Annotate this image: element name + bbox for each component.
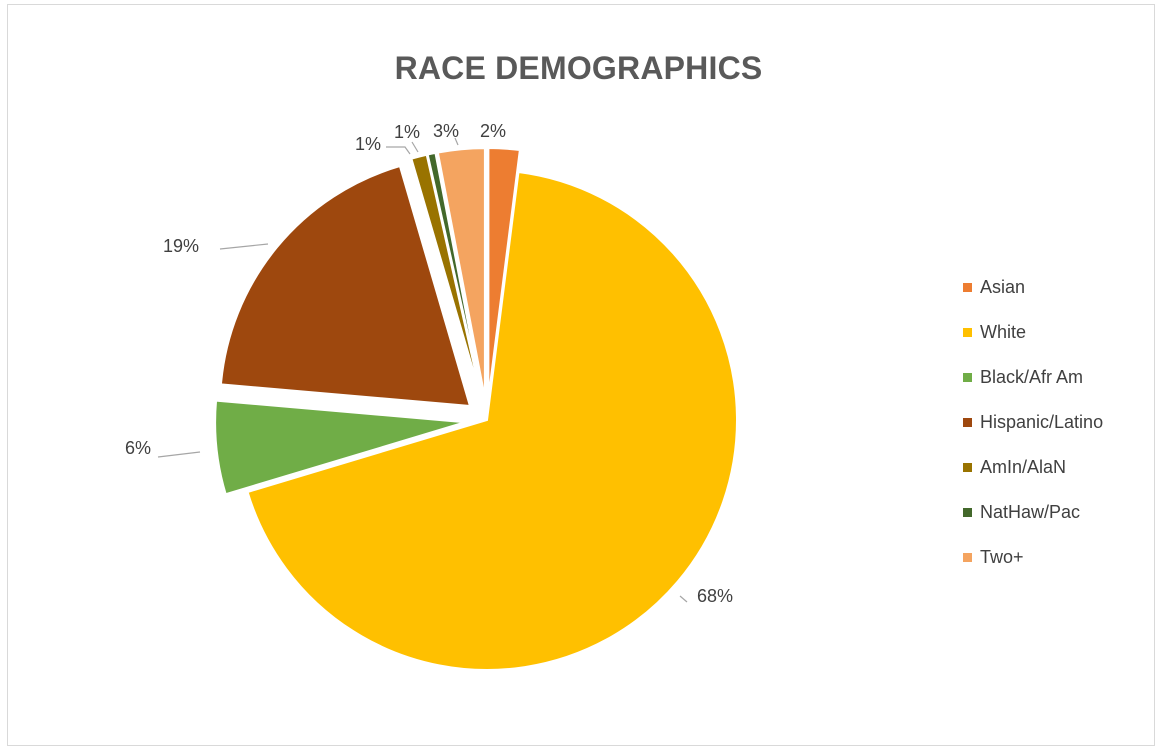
pie-slice-amin-alan <box>410 153 483 399</box>
legend-label: Two+ <box>980 547 1024 567</box>
legend-item-black-afr-am: Black/Afr Am <box>963 355 1103 400</box>
leader-line-amin-alan <box>386 146 411 155</box>
data-label-nathaw-pac: 1% <box>394 122 420 142</box>
legend-swatch <box>963 553 972 562</box>
legend-label: NatHaw/Pac <box>980 502 1081 522</box>
legend-swatch <box>963 418 972 427</box>
pie-slice-nathaw-pac <box>426 151 484 399</box>
leader-line-hispanic-latino <box>219 243 269 250</box>
legend-item-asian: Asian <box>963 265 1103 310</box>
pie-slice-two <box>436 147 486 399</box>
legend-label: Hispanic/Latino <box>980 412 1104 432</box>
legend-item-white: White <box>963 310 1103 355</box>
leader-line-white <box>679 595 688 603</box>
legend-item-nathaw-pac: NatHaw/Pac <box>963 490 1103 535</box>
legend-swatch <box>963 463 972 472</box>
legend-item-two: Two+ <box>963 535 1103 580</box>
pie-slice-hispanic-latino <box>219 164 472 408</box>
data-label-asian: 2% <box>480 121 506 141</box>
legend-swatch <box>963 283 972 292</box>
data-label-two: 3% <box>433 121 459 141</box>
legend-item-amin-alan: AmIn/AlaN <box>963 445 1103 490</box>
leader-line-two <box>454 137 459 146</box>
chart-title: RACE DEMOGRAPHICS <box>394 50 763 86</box>
legend-swatch <box>963 373 972 382</box>
data-label-hispanic-latino: 19% <box>163 236 199 256</box>
legend-item-hispanic-latino: Hispanic/Latino <box>963 400 1103 445</box>
legend-swatch <box>963 328 972 337</box>
pie-slice-white <box>246 170 738 671</box>
legend-label: White <box>980 322 1027 342</box>
leader-line-nathaw-pac <box>411 141 419 153</box>
legend-swatch <box>963 508 972 517</box>
data-label-white: 68% <box>697 586 733 606</box>
data-label-amin-alan: 1% <box>355 134 381 154</box>
legend-label: Black/Afr Am <box>980 367 1084 387</box>
leader-line-black-afr-am <box>157 451 201 458</box>
legend-label: AmIn/AlaN <box>980 457 1067 477</box>
data-label-black-afr-am: 6% <box>125 438 151 458</box>
legend-label: Asian <box>980 277 1026 297</box>
chart-legend: Asian White Black/Afr Am Hispanic/Latino AmI… <box>963 265 1103 580</box>
pie-slice-asian <box>487 147 521 399</box>
pie-slice-black-afr-am <box>214 399 466 496</box>
